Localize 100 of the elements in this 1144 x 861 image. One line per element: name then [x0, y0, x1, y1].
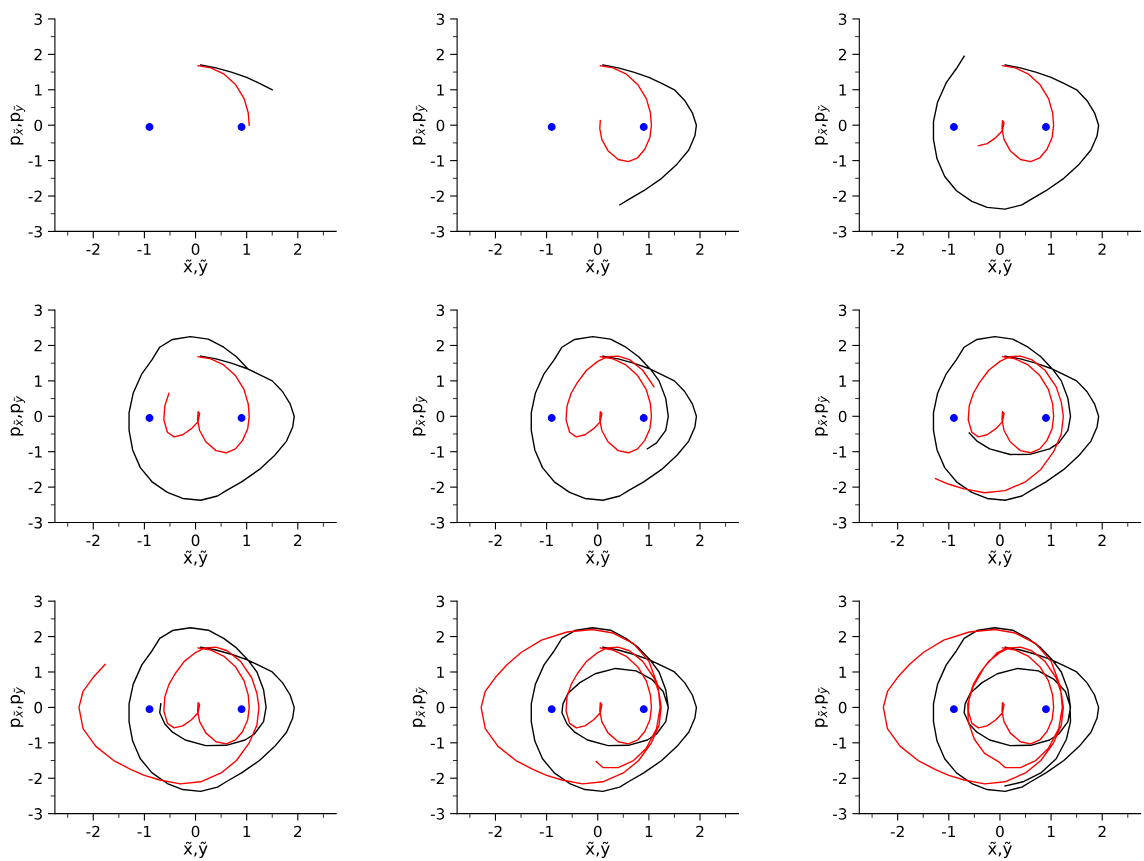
y-axis-title: p$_{x̃}$,p$_{ỹ}$ [10, 686, 26, 727]
y-tick-label: -1 [833, 737, 847, 749]
y-tick-label: -2 [833, 481, 846, 493]
y-tick-label: -3 [833, 517, 847, 529]
x-axis-title: x̃,ỹ [585, 550, 610, 567]
x-tick-label: -1 [539, 534, 553, 546]
y-tick-label: 3 [34, 595, 42, 608]
line-series [530, 627, 698, 793]
x-tick-label: -1 [137, 825, 151, 838]
y-tick-label: 0 [436, 410, 445, 423]
y-axis-title: p$_{x̃}$,p$_{ỹ}$ [412, 395, 428, 436]
x-tick-label: 2 [696, 534, 704, 546]
y-tick-label: -1 [28, 737, 42, 749]
line-series [480, 628, 662, 785]
y-tick-label: -1 [430, 737, 444, 749]
y-tick-label: -3 [430, 225, 445, 238]
y-tick-label: 1 [437, 666, 444, 678]
x-tick-label: -2 [890, 534, 904, 546]
y-tick-label: 0 [436, 701, 445, 714]
y-tick-label: -1 [28, 155, 42, 167]
x-tick-label: 2 [696, 825, 704, 838]
x-tick-label: 0 [593, 243, 602, 256]
y-tick-label: 2 [34, 631, 42, 643]
y-tick-label: -3 [430, 808, 445, 820]
y-tick-label: 2 [838, 48, 846, 61]
y-tick-label: -2 [28, 772, 42, 785]
y-tick-label: 2 [838, 631, 846, 643]
y-tick-label: 0 [838, 119, 847, 132]
y-tick-label: 0 [34, 701, 43, 714]
y-tick-label: 1 [437, 84, 444, 96]
x-tick-label: 2 [696, 243, 704, 255]
y-tick-label: -3 [833, 808, 847, 820]
x-axis-title: x̃,ỹ [183, 259, 208, 276]
x-tick-label: 0 [996, 825, 1004, 838]
y-tick-label: -1 [28, 446, 42, 458]
y-axis-title: p$_{x̃}$,p$_{ỹ}$ [814, 395, 830, 436]
y-tick-label: -1 [833, 446, 847, 458]
x-tick-label: -1 [137, 534, 151, 546]
x-tick-label: -1 [539, 825, 553, 838]
y-tick-label: 1 [839, 666, 847, 678]
y-axis-title: p$_{x̃}$,p$_{ỹ}$ [412, 104, 428, 145]
y-tick-label: -3 [833, 225, 847, 238]
y-tick-label: 2 [34, 48, 42, 61]
line-series [932, 335, 1100, 501]
y-axis-title: p$_{x̃}$,p$_{ỹ}$ [412, 686, 428, 727]
y-tick-label: 2 [436, 339, 444, 352]
y-tick-label: 2 [838, 339, 846, 352]
x-tick-label: 1 [243, 825, 251, 838]
x-tick-label: 1 [1047, 534, 1055, 546]
x-tick-label: 1 [645, 825, 653, 838]
x-tick-label: 2 [1098, 534, 1106, 546]
line-series [599, 64, 653, 163]
y-tick-label: -2 [430, 481, 444, 493]
line-series [197, 64, 250, 126]
y-tick-label: 0 [34, 119, 43, 132]
y-tick-label: 3 [436, 595, 445, 608]
x-tick-label: 2 [1098, 825, 1106, 838]
y-tick-label: 3 [838, 304, 847, 317]
y-tick-label: 1 [839, 84, 847, 96]
x-tick-label: 1 [243, 534, 251, 546]
x-tick-label: 1 [645, 534, 653, 546]
y-tick-label: 2 [34, 339, 42, 352]
y-tick-label: 0 [838, 410, 847, 423]
x-tick-label: -2 [488, 534, 502, 546]
x-tick-label: 0 [593, 825, 602, 838]
line-series [565, 355, 655, 454]
line-series [128, 335, 295, 501]
line-series [78, 646, 260, 785]
x-axis-title: x̃,ỹ [987, 550, 1012, 567]
x-tick-label: 0 [996, 243, 1004, 256]
y-tick-label: 1 [437, 375, 444, 387]
y-tick-label: 3 [436, 13, 445, 25]
y-tick-label: -1 [430, 446, 444, 458]
y-tick-label: -3 [28, 225, 42, 238]
x-tick-label: 0 [996, 534, 1004, 547]
y-tick-label: -2 [833, 190, 846, 202]
y-tick-label: -2 [28, 481, 42, 493]
y-axis-title: p$_{x̃}$,p$_{ỹ}$ [10, 104, 26, 145]
x-tick-label: 1 [645, 243, 653, 255]
x-tick-label: -2 [86, 243, 100, 255]
line-series [530, 335, 698, 501]
x-tick-label: 0 [191, 534, 200, 547]
y-tick-label: 1 [35, 666, 42, 678]
x-tick-label: -1 [941, 534, 956, 546]
y-tick-label: -2 [28, 190, 42, 202]
x-tick-label: -1 [539, 243, 553, 255]
y-tick-label: 1 [35, 84, 42, 96]
y-tick-label: -3 [430, 517, 445, 529]
y-tick-label: 3 [436, 304, 445, 317]
y-tick-label: 3 [34, 13, 42, 25]
x-tick-label: -1 [137, 243, 151, 255]
y-tick-label: 2 [436, 48, 444, 61]
y-tick-label: 0 [436, 119, 445, 132]
x-tick-label: -2 [890, 825, 904, 838]
x-tick-label: 1 [1047, 243, 1055, 255]
x-axis-title: x̃,ỹ [987, 259, 1012, 276]
x-tick-label: 2 [294, 243, 302, 255]
x-tick-label: -2 [488, 243, 502, 255]
x-axis-title: x̃,ỹ [585, 841, 610, 859]
y-tick-label: 1 [839, 375, 847, 387]
